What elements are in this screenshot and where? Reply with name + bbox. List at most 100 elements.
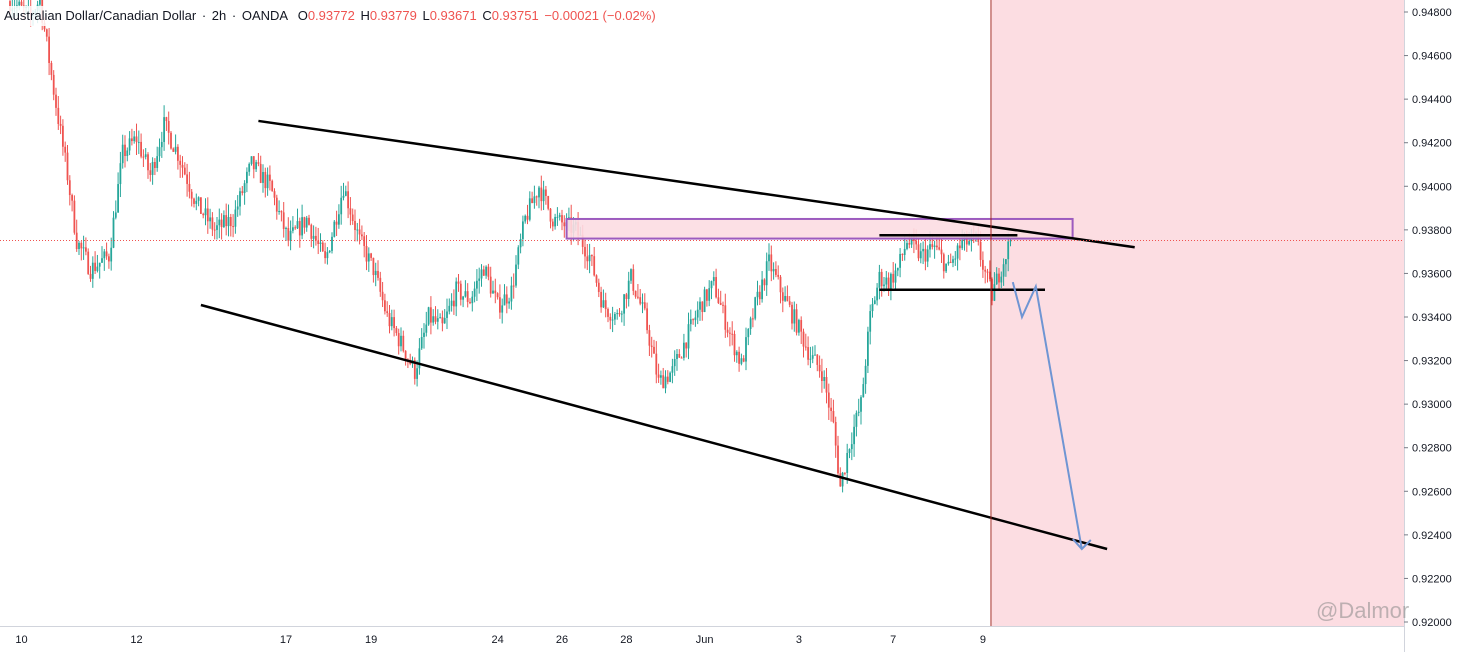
symbol-name[interactable]: Australian Dollar/Canadian Dollar xyxy=(4,8,197,23)
candle-body xyxy=(331,236,333,251)
candle-body xyxy=(110,247,113,262)
candle-body xyxy=(538,187,540,198)
candle-body xyxy=(694,317,697,321)
candle-body xyxy=(1002,264,1005,277)
candle-body xyxy=(179,160,182,165)
candle-body xyxy=(864,365,867,385)
candle-body xyxy=(301,217,303,236)
time-tick-label: 19 xyxy=(365,634,377,646)
candle-body xyxy=(225,215,228,227)
candle-body xyxy=(151,161,154,175)
candle-body xyxy=(611,319,614,321)
candle-body xyxy=(634,290,637,297)
candle-body xyxy=(305,217,308,228)
candle-body xyxy=(919,251,922,259)
candle-body xyxy=(834,421,837,446)
candle-body xyxy=(708,288,711,301)
candle-body xyxy=(473,288,476,297)
price-tick-label: 0.93200 xyxy=(1412,356,1452,368)
candle-body xyxy=(947,261,950,264)
candle-body xyxy=(556,216,559,218)
candle-body xyxy=(892,273,895,283)
candle-body xyxy=(315,235,317,241)
time-tick-label: 24 xyxy=(491,634,503,646)
candle-body xyxy=(561,215,563,223)
candle-body xyxy=(351,214,354,221)
candle-body xyxy=(154,161,156,168)
candle-body xyxy=(745,337,747,362)
candle-body xyxy=(186,174,188,184)
upper-trendline xyxy=(258,119,1135,249)
candle-body xyxy=(377,270,379,278)
candle-body xyxy=(545,189,547,196)
candle-body xyxy=(195,200,198,204)
candle-body xyxy=(450,300,453,306)
candle-body xyxy=(749,318,752,329)
candle-body xyxy=(860,397,862,412)
candle-body xyxy=(616,313,619,315)
candle-body xyxy=(890,273,892,290)
candle-body xyxy=(133,136,136,142)
candle-body xyxy=(57,107,60,124)
time-tick-label: 17 xyxy=(280,634,292,646)
candle-body xyxy=(802,331,805,347)
candle-body xyxy=(48,36,50,63)
resistance-zone xyxy=(565,217,1074,240)
price-tick-label: 0.92200 xyxy=(1412,573,1452,585)
candle-body xyxy=(584,246,586,257)
candle-body xyxy=(365,246,368,262)
candle-body xyxy=(455,281,458,307)
candle-body xyxy=(942,254,945,272)
candle-body xyxy=(623,294,625,314)
candle-body xyxy=(593,256,596,276)
candle-body xyxy=(664,376,667,389)
candle-body xyxy=(809,358,812,360)
candle-body xyxy=(683,342,685,358)
candle-body xyxy=(643,302,646,309)
open-value: 0.93772 xyxy=(307,8,355,23)
candle-body xyxy=(531,198,533,204)
candle-body xyxy=(338,214,340,225)
candle-body xyxy=(586,256,589,262)
candle-body xyxy=(128,138,131,151)
candle-body xyxy=(80,242,83,249)
candle-body xyxy=(669,372,671,382)
candle-body xyxy=(830,407,832,411)
candle-body xyxy=(404,350,407,360)
candle-body xyxy=(850,444,853,450)
candle-body xyxy=(183,167,186,175)
interval-label[interactable]: 2h xyxy=(211,8,227,23)
candle-body xyxy=(887,277,890,290)
price-tick-label: 0.93800 xyxy=(1412,225,1452,237)
candle-body xyxy=(18,1,21,6)
time-axis[interactable]: 10 12 17 19 24 26 28 Jun 3 7 9 xyxy=(15,634,986,646)
price-tick-label: 0.93600 xyxy=(1412,268,1452,280)
candle-body xyxy=(510,285,513,302)
candle-body xyxy=(469,301,471,304)
candle-body xyxy=(480,269,483,279)
candle-body xyxy=(807,347,809,360)
candle-body xyxy=(1009,240,1012,242)
candle-body xyxy=(988,271,991,280)
candle-body xyxy=(839,473,842,487)
candle-body xyxy=(597,282,600,292)
candle-body xyxy=(703,289,706,312)
forecast-arrowhead xyxy=(1072,538,1092,551)
candle-body xyxy=(547,195,550,209)
candle-body xyxy=(648,330,651,346)
candle-body xyxy=(692,319,694,321)
candle-body xyxy=(841,472,844,487)
candle-body xyxy=(924,248,927,262)
candle-body xyxy=(761,279,763,300)
candle-body xyxy=(505,294,508,304)
price-axis[interactable]: 0.94800 0.94600 0.94400 0.94200 0.94000 0.938… xyxy=(1404,7,1452,629)
candle-body xyxy=(363,236,366,247)
candle-body xyxy=(45,29,48,37)
candle-body xyxy=(216,225,218,230)
candle-body xyxy=(901,253,904,255)
candle-body xyxy=(492,290,494,294)
candle-body xyxy=(818,364,821,372)
candle-body xyxy=(140,141,142,157)
candle-body xyxy=(269,174,271,181)
